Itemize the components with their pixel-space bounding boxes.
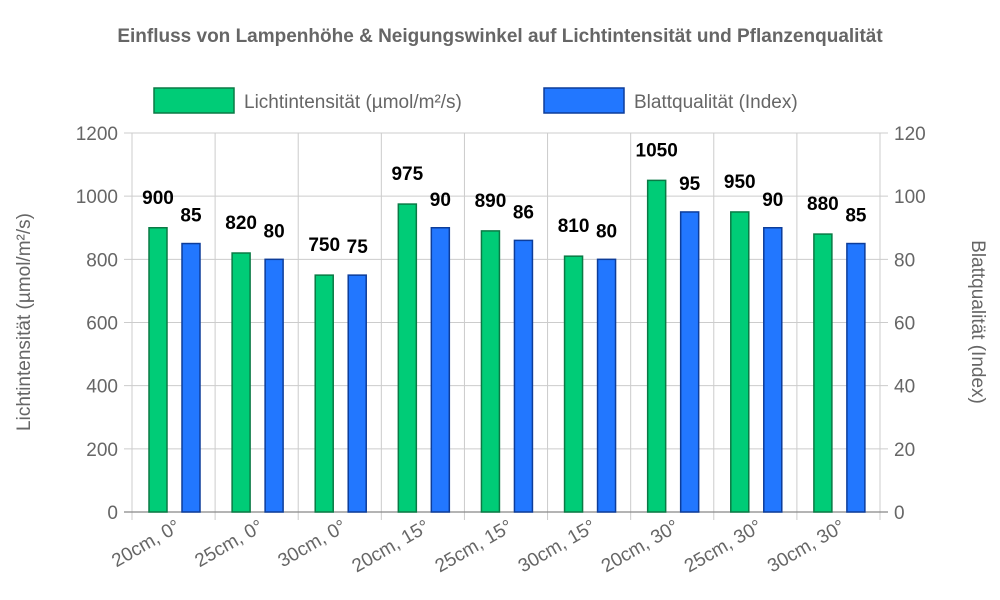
data-label-blattqualitaet: 85: [845, 206, 867, 227]
chart-title: Einfluss von Lampenhöhe & Neigungswinkel…: [117, 26, 883, 47]
y-axis-left-ticks: 0 200 400 600 800 1000 1200: [76, 124, 118, 524]
bar-lichtintensitaet: [563, 255, 584, 513]
x-tick-label: 20cm, 15°: [349, 516, 434, 577]
bar-blattqualitaet: [763, 227, 783, 513]
legend-swatch-lichtintensitaet: [153, 87, 235, 114]
x-tick-label: 20cm, 30°: [598, 516, 683, 577]
bar-lichtintensitaet: [148, 227, 168, 513]
bar-lichtintensitaet: [730, 211, 750, 513]
data-label-blattqualitaet: 80: [596, 221, 617, 242]
x-tick-label: 30cm, 30°: [764, 516, 849, 577]
bar-blattqualitaet: [264, 258, 284, 513]
legend-label-lichtintensitaet: Lichtintensität (µmol/m²/s): [244, 92, 462, 113]
legend: Lichtintensität (µmol/m²/s) Blattqualitä…: [153, 87, 798, 114]
y-tick-left: 800: [86, 250, 118, 271]
bar-lichtintensitaet: [813, 233, 833, 513]
bar-lichtintensitaet: [231, 252, 251, 513]
bar-blattqualitaet: [679, 211, 700, 513]
x-tick-label: 30cm, 15°: [515, 516, 600, 577]
data-label-lichtintensitaet: 820: [225, 213, 257, 234]
x-tick-label: 20cm, 0°: [108, 516, 184, 572]
data-label-lichtintensitaet: 1050: [636, 140, 678, 161]
y-tick-left: 200: [86, 440, 118, 461]
bar-blattqualitaet: [513, 239, 534, 513]
data-label-blattqualitaet: 90: [762, 190, 783, 211]
x-tick-label: 25cm, 0°: [192, 516, 268, 572]
y-tick-left: 1000: [76, 187, 118, 208]
data-label-lichtintensitaet: 880: [807, 194, 839, 215]
data-label-blattqualitaet: 80: [264, 221, 285, 242]
y-tick-right: 80: [894, 250, 915, 271]
bar-lichtintensitaet: [397, 203, 418, 513]
legend-item-blattqualitaet[interactable]: Blattqualität (Index): [543, 87, 798, 114]
y-tick-right: 20: [894, 440, 915, 461]
gridlines: [124, 132, 888, 520]
data-label-lichtintensitaet: 975: [391, 164, 423, 185]
bars: [148, 179, 866, 513]
y-axis-right-ticks: 0 20 40 60 80 100 120: [894, 124, 926, 524]
y-tick-right: 100: [894, 187, 926, 208]
data-label-lichtintensitaet: 950: [724, 172, 756, 193]
y-axis-left-title: Lichtintensität (µmol/m²/s): [14, 213, 35, 431]
bar-blattqualitaet: [430, 227, 451, 513]
data-label-lichtintensitaet: 750: [308, 235, 340, 256]
bar-blattqualitaet: [596, 258, 617, 513]
bar-blattqualitaet: [846, 242, 866, 513]
y-tick-left: 600: [86, 314, 118, 335]
data-label-lichtintensitaet: 810: [558, 216, 590, 237]
bar-lichtintensitaet: [314, 274, 334, 513]
y-tick-right: 120: [894, 124, 926, 145]
x-tick-label: 30cm, 0°: [275, 516, 351, 572]
legend-item-lichtintensitaet[interactable]: Lichtintensität (µmol/m²/s): [153, 87, 462, 114]
y-tick-right: 0: [894, 503, 905, 524]
bar-blattqualitaet: [347, 274, 367, 513]
data-label-lichtintensitaet: 900: [142, 188, 174, 209]
bar-lichtintensitaet: [646, 179, 667, 513]
y-tick-right: 40: [894, 377, 915, 398]
data-label-blattqualitaet: 86: [513, 202, 534, 223]
y-tick-left: 400: [86, 377, 118, 398]
y-tick-right: 60: [894, 314, 915, 335]
y-tick-left: 0: [107, 503, 118, 524]
legend-label-blattqualitaet: Blattqualität (Index): [634, 92, 798, 113]
legend-swatch-blattqualitaet: [543, 87, 625, 114]
bar-blattqualitaet: [181, 242, 201, 513]
data-label-blattqualitaet: 75: [347, 237, 369, 258]
bar-lichtintensitaet: [480, 230, 501, 513]
x-tick-label: 25cm, 30°: [681, 516, 766, 577]
y-tick-left: 1200: [76, 124, 118, 145]
data-label-blattqualitaet: 90: [430, 190, 451, 211]
data-label-blattqualitaet: 85: [180, 206, 202, 227]
y-axis-right-title: Blattqualität (Index): [967, 240, 988, 404]
x-tick-label: 25cm, 15°: [432, 516, 517, 577]
data-label-blattqualitaet: 95: [679, 174, 701, 195]
x-axis-ticks: 20cm, 0° 25cm, 0° 30cm, 0°20cm, 15°25cm, 1…: [108, 516, 849, 577]
data-label-lichtintensitaet: 890: [475, 191, 507, 212]
